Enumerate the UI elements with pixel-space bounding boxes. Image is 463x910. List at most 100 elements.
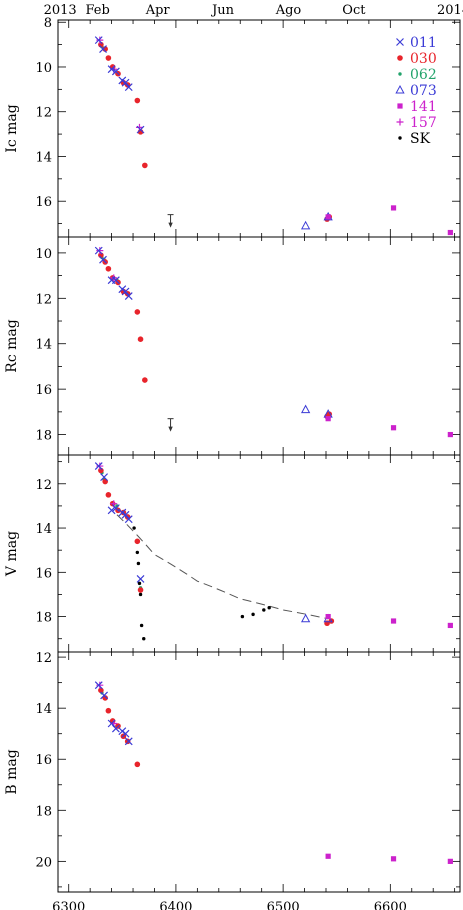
data-point-011	[111, 724, 120, 733]
top-date-label: Feb	[85, 3, 109, 18]
data-point-141	[447, 431, 453, 438]
data-point-141	[447, 622, 453, 629]
legend-label: 073	[410, 83, 437, 99]
y-tick-label: 12	[35, 478, 52, 493]
data-point-011	[136, 575, 145, 583]
x-tick-label: 6300	[52, 900, 85, 910]
data-point-SK	[137, 581, 142, 586]
y-tick-label: 16	[35, 383, 52, 398]
x-tick-label: 6400	[159, 900, 192, 910]
data-point-011	[94, 246, 103, 255]
data-point-030	[124, 738, 131, 745]
y-tick-label: 14	[35, 150, 52, 165]
legend-marker-141	[397, 103, 403, 109]
data-point-SK	[135, 550, 140, 555]
data-point-141	[447, 229, 453, 236]
data-point-141	[325, 613, 331, 620]
legend-marker-062	[398, 72, 402, 76]
panel-frame	[57, 19, 461, 238]
data-point-SK	[142, 637, 146, 641]
data-point-073	[300, 404, 311, 414]
data-point-157	[96, 462, 104, 470]
data-point-030	[105, 707, 112, 714]
top-date-label: Oct	[342, 3, 366, 18]
legend-label: 157	[410, 115, 437, 131]
data-point-030	[137, 336, 144, 342]
data-point-011	[94, 681, 103, 690]
data-point-011	[121, 729, 130, 738]
y-tick-label: 14	[35, 338, 52, 353]
data-point-011	[124, 83, 133, 92]
data-point-141	[390, 856, 397, 862]
legend-label: 141	[410, 99, 437, 115]
legend-marker-SK	[398, 136, 402, 140]
data-point-157	[96, 247, 104, 255]
legend-label: 030	[410, 51, 437, 67]
data-point-011	[124, 515, 133, 524]
panel-ic: 8 10 12 14 16 Ic mag	[4, 16, 461, 238]
data-point-SK	[136, 561, 141, 566]
data-point-030	[105, 265, 112, 272]
y-tick-label: 12	[35, 651, 52, 666]
data-point-030	[137, 587, 144, 593]
data-point-157	[135, 123, 143, 131]
data-point-030	[105, 55, 112, 61]
data-point-011	[100, 473, 109, 482]
top-date-label: 2014	[437, 3, 463, 18]
data-point-011	[107, 506, 116, 515]
y-tick-label: 16	[35, 753, 52, 768]
data-point-073	[300, 220, 311, 230]
data-point-030	[105, 492, 112, 498]
data-point-011	[121, 287, 130, 296]
top-date-label: Jun	[210, 3, 235, 18]
data-point-SK	[267, 606, 271, 610]
y-tick-label: 18	[35, 429, 52, 444]
panel-frame	[57, 454, 461, 653]
y-tick-label: 14	[35, 702, 52, 717]
data-point-011	[111, 504, 120, 513]
y-tick-label: 16	[35, 195, 52, 210]
panel-frame	[57, 651, 461, 893]
data-point-030	[142, 377, 148, 383]
legend-marker-011	[396, 38, 404, 46]
y-tick-label: 12	[35, 106, 52, 121]
y-tick-label: 10	[35, 247, 52, 262]
data-point-157	[96, 681, 104, 689]
x-tick-label: 6600	[374, 900, 407, 910]
y-axis-label: B mag	[4, 749, 20, 794]
y-axis-label: Rc mag	[4, 319, 20, 372]
legend-marker-073	[395, 84, 405, 94]
data-point-030	[134, 761, 141, 768]
data-point-030	[98, 687, 104, 694]
upper-limit-arrow	[168, 222, 173, 228]
data-point-SK	[139, 623, 144, 628]
legend-marker-030	[397, 55, 403, 61]
panel-rc: 10 12 14 16 18 Rc mag	[4, 236, 461, 456]
data-point-SK	[251, 612, 255, 617]
data-point-SK	[138, 592, 143, 597]
data-point-141	[390, 205, 397, 211]
top-date-label: Ago	[275, 3, 302, 18]
data-point-011	[99, 255, 107, 264]
data-point-030	[142, 162, 148, 169]
y-tick-label: 18	[35, 804, 52, 819]
data-point-141	[325, 214, 331, 220]
y-axis-label: Ic mag	[4, 104, 20, 152]
data-point-SK	[262, 608, 266, 612]
y-tick-label: 10	[35, 61, 52, 76]
data-point-011	[111, 67, 120, 76]
x-tick-label: 6500	[267, 900, 300, 910]
data-point-141	[325, 853, 331, 859]
top-date-label: Apr	[145, 3, 171, 18]
data-point-011	[99, 45, 107, 54]
y-axis-label: V mag	[4, 531, 20, 577]
data-point-011	[94, 36, 103, 45]
fit-curve	[116, 514, 329, 620]
data-point-011	[107, 65, 116, 74]
data-point-030	[134, 97, 141, 104]
legend-label: SK	[410, 131, 431, 147]
top-date-label: 2013	[44, 3, 77, 18]
legend-label: 011	[410, 35, 437, 51]
data-point-SK	[240, 614, 245, 619]
